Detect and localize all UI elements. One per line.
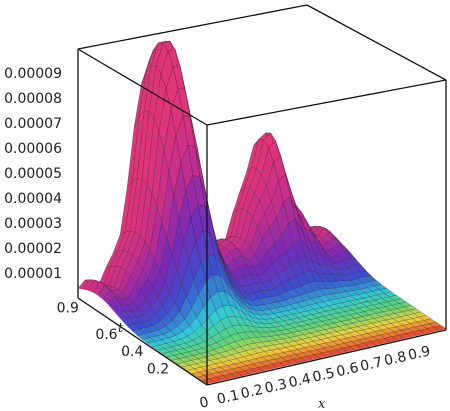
surface-patch [408, 308, 422, 314]
surface-patch [388, 294, 402, 301]
surface-patch [378, 287, 392, 294]
z-tick-label: 0.00005 [4, 166, 62, 182]
z-tick-label: 0.00003 [4, 216, 62, 232]
bounding-box-front [77, 48, 447, 386]
x-tick-label: 0.7 [359, 354, 384, 374]
x-axis-ticks: 0 0.10.20.30.40.50.60.70.80.9 [198, 343, 432, 411]
t-axis-label: t [118, 321, 124, 336]
x-axis-label: x [318, 397, 326, 411]
surface-patch [403, 305, 417, 311]
t-axis-ticks: 0.20.40.6 0.9 [57, 301, 170, 378]
surface-patch [433, 325, 447, 331]
x-tick-label: 0.4 [287, 371, 312, 391]
surface-mesh [77, 40, 447, 384]
surface-patch [393, 298, 407, 304]
surface-patch [363, 275, 378, 282]
bounding-box-back [77, 4, 447, 298]
x-tick-label: 0.9 [407, 343, 432, 363]
z-tick-label: 0.00001 [4, 266, 62, 282]
z-tick-label: 0.00008 [4, 91, 62, 107]
x-tick-label: 0 [198, 394, 210, 411]
x-tick-label: 0.8 [383, 349, 408, 369]
z-tick-label: 0.00009 [4, 66, 62, 82]
surface-patch [423, 318, 437, 324]
t-tick-label: 0.9 [57, 301, 79, 317]
z-tick-label: 0.00006 [4, 141, 62, 157]
t-tick-label: 0.6 [95, 327, 117, 343]
z-axis-ticks: 0.00001 0.00002 0.00003 0.00004 0.00005 0.000… [4, 66, 62, 282]
z-tick-label: 0.00002 [4, 241, 62, 257]
x-tick-label: 0.1 [216, 387, 241, 407]
z-tick-label: 0.00004 [4, 191, 62, 207]
x-tick-label: 0.3 [263, 376, 288, 396]
x-tick-label: 0.2 [239, 382, 264, 402]
t-tick-label: 0.2 [147, 362, 169, 378]
surface-patch [344, 249, 358, 261]
surface-patch [398, 301, 412, 308]
surface-patch [349, 257, 363, 267]
surface-patch [428, 321, 442, 328]
x-tick-label: 0.6 [335, 360, 360, 380]
surface-patch [418, 315, 432, 321]
z-tick-label: 0.00007 [4, 116, 62, 132]
t-tick-label: 0.4 [121, 344, 143, 360]
surface-patch [413, 311, 427, 318]
surface-patch [383, 291, 398, 298]
x-tick-label: 0.5 [311, 365, 336, 385]
